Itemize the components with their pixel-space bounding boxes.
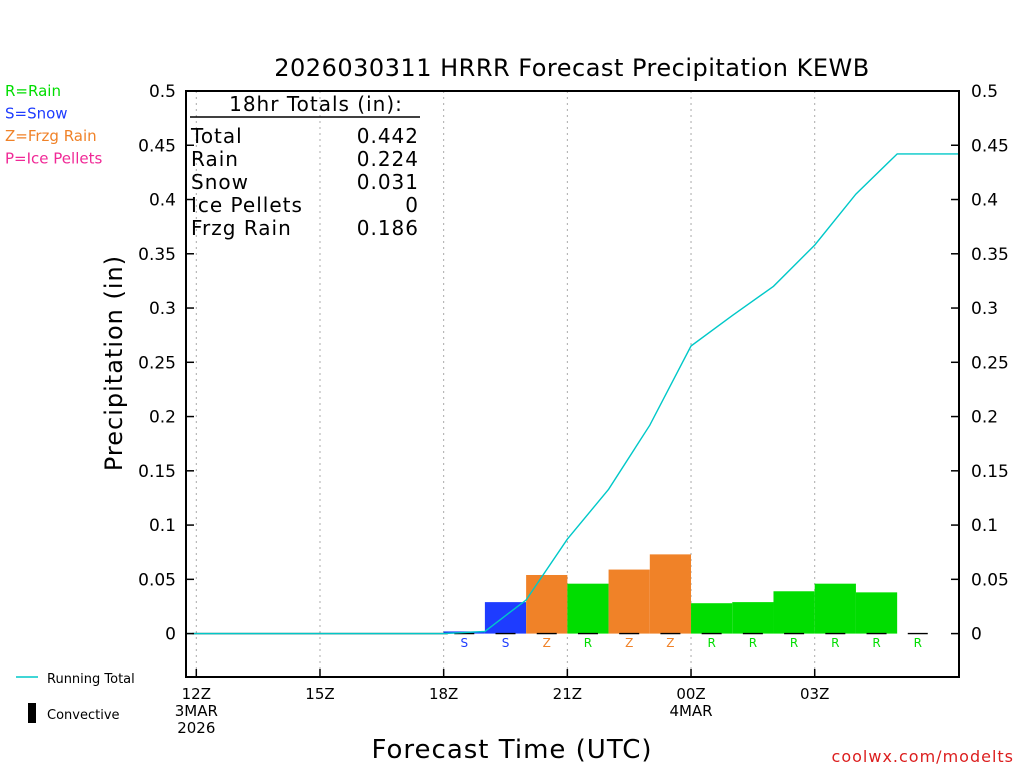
totals-header: 18hr Totals (in): [229,92,403,116]
legend-entry: P=Ice Pellets [5,150,102,168]
precip-type-label: R [872,636,880,650]
legend-entry: Z=Frzg Rain [5,127,97,145]
totals-box: 18hr Totals (in): Total 0.442 Rain 0.224 Sno… [190,92,420,240]
precip-type-label: R [584,636,592,650]
x-tick-label: 15Z [305,685,334,703]
precip-bar [526,574,568,634]
y-tick-label-left: 0.15 [138,462,176,482]
y-tick-label-left: 0.05 [138,570,176,590]
y-tick-label-right: 0.15 [971,462,1009,482]
y-tick-label-right: 0.5 [971,82,998,102]
precip-type-label: R [914,636,922,650]
precip-type-label: S [460,636,468,650]
convective-legend-swatch [28,703,36,723]
vertical-grid [195,91,816,677]
y-tick-label-left: 0.1 [149,516,176,536]
precip-bar [484,602,527,634]
totals-value: 0.224 [357,147,419,171]
y-axis-ticks: 0 0 0.05 0.05 0.1 0.1 0.15 0.15 0.2 0.2 0.25 0.25 0.… [138,82,1009,645]
y-tick-label-right: 0.4 [971,191,998,211]
y-tick-label-left: 0.3 [149,299,176,319]
precip-type-label: Z [543,636,551,650]
precip-bar [814,583,856,634]
totals-value: 0 [405,193,419,217]
x-tick-label: 2026 [177,719,215,737]
y-tick-label-left: 0.5 [149,82,176,102]
totals-label: Frzg Rain [191,216,292,240]
precip-bar [608,569,650,634]
y-tick-label-left: 0.45 [138,136,176,156]
totals-value: 0.031 [357,170,419,194]
totals-value: 0.442 [357,124,419,148]
legend-convective-label: Convective [47,708,120,723]
y-axis-label: Precipitation (in) [100,255,128,471]
precip-type-label: R [790,636,798,650]
precip-type-label: Z [625,636,633,650]
x-axis-label: Forecast Time (UTC) [371,735,652,765]
precip-bar [691,603,733,634]
legend-running-total-label: Running Total [47,672,135,687]
y-tick-label-right: 0.05 [971,570,1009,590]
y-tick-label-right: 0.25 [971,353,1009,373]
y-tick-label-left: 0.4 [149,191,176,211]
y-tick-label-left: 0 [165,625,176,645]
precip-type-label: R [749,636,757,650]
x-tick-label: 12Z [182,685,211,703]
y-tick-label-right: 0 [971,625,982,645]
y-tick-label-right: 0.45 [971,136,1009,156]
precip-type-label: R [831,636,839,650]
credit-text: coolwx.com/modelts [832,747,1014,766]
x-tick-label: 3MAR [175,702,218,720]
x-tick-label: 4MAR [669,702,712,720]
chart-title: 2026030311 HRRR Forecast Precipitation K… [274,54,869,82]
precip-bar [732,602,774,634]
x-tick-label: 18Z [429,685,458,703]
precip-type-label: S [502,636,510,650]
y-tick-label-right: 0.3 [971,299,998,319]
y-tick-label-left: 0.35 [138,245,176,265]
precip-type-legend: R=Rain S=Snow Z=Frzg Rain P=Ice Pellets [5,82,102,168]
series-legend: Running Total Convective [16,672,135,723]
x-tick-label: 03Z [800,685,829,703]
y-tick-label-right: 0.2 [971,408,998,428]
precip-type-label: R [707,636,715,650]
legend-entry: R=Rain [5,82,61,100]
precip-bars [443,554,898,634]
y-tick-label-left: 0.2 [149,408,176,428]
totals-label: Total [190,124,243,148]
legend-entry: S=Snow [5,105,68,123]
totals-value: 0.186 [357,216,419,240]
plot-frame [185,90,960,678]
running-total-line [186,153,959,635]
y-tick-label-right: 0.1 [971,516,998,536]
totals-label: Snow [191,170,249,194]
precip-bar [773,591,815,634]
precip-bar [649,554,692,634]
totals-label: Ice Pellets [191,193,303,217]
precip-bar [567,583,609,634]
y-tick-label-left: 0.25 [138,353,176,373]
totals-label: Rain [191,147,239,171]
precip-type-label: Z [666,636,674,650]
x-tick-label: 21Z [553,685,582,703]
x-tick-label: 00Z [676,685,705,703]
y-tick-label-right: 0.35 [971,245,1009,265]
precip-bar [855,592,898,634]
